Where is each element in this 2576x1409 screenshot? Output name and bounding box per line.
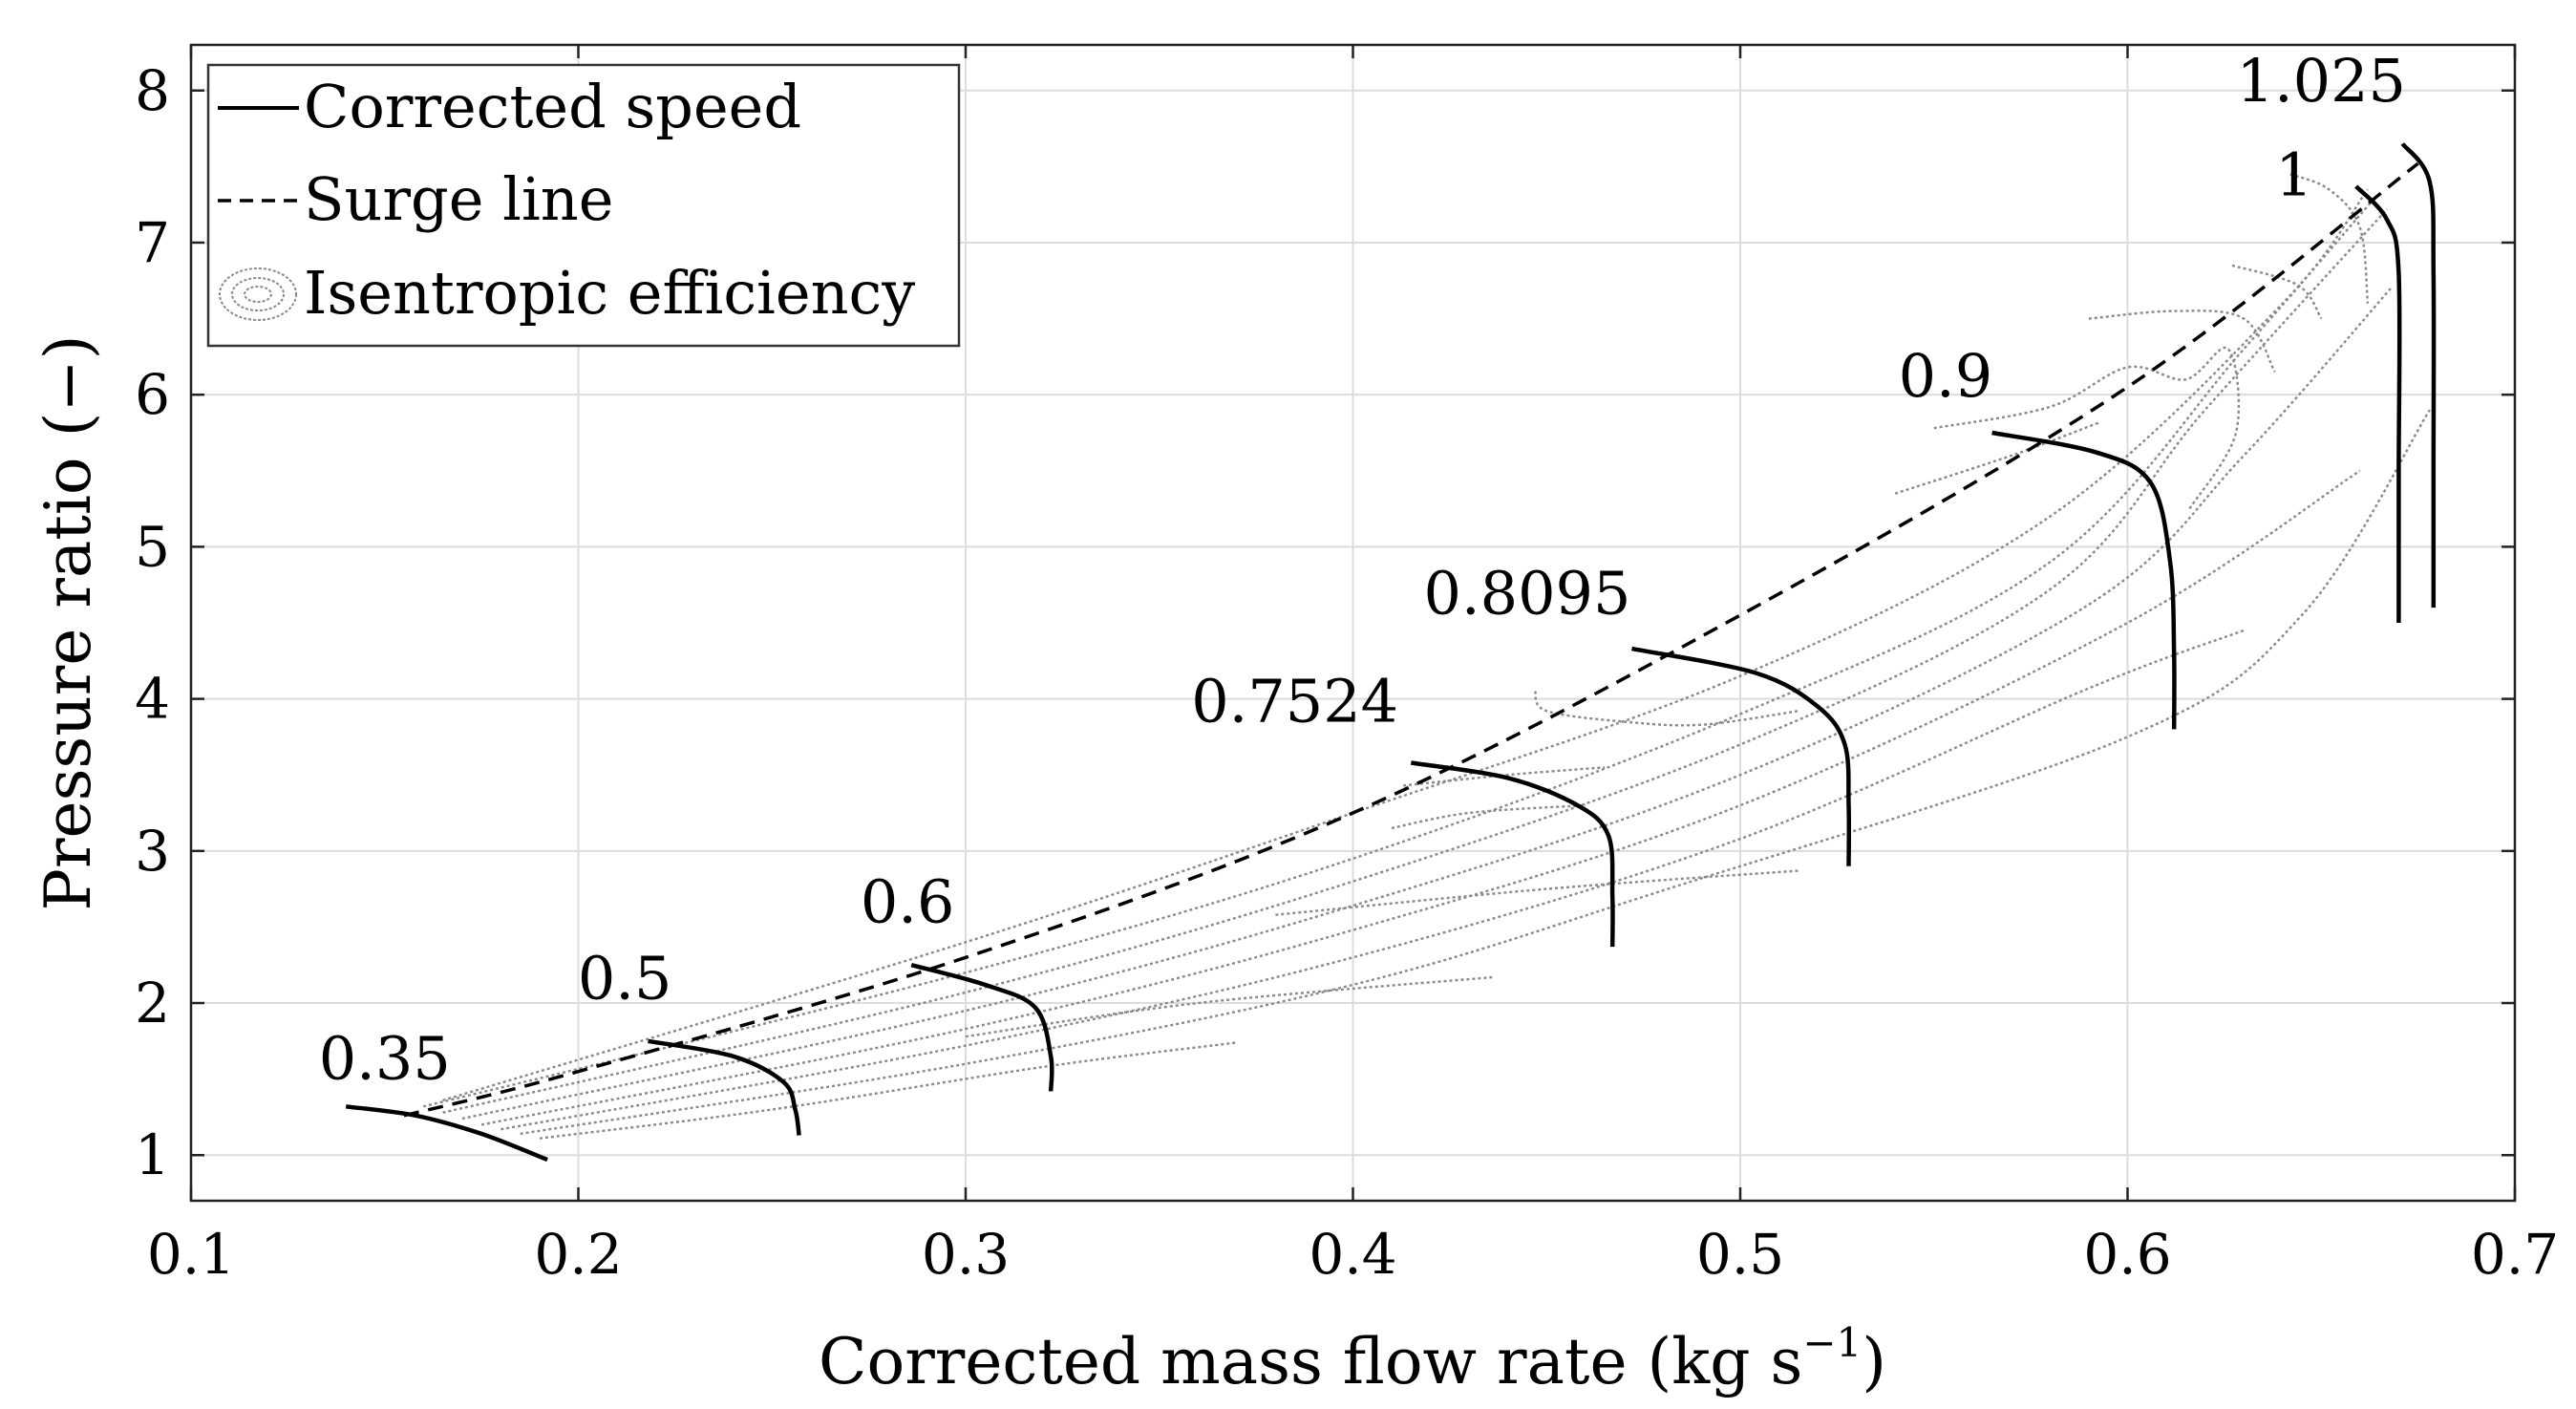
surge-line-group <box>403 161 2419 1118</box>
efficiency-contour-line <box>1403 766 1606 787</box>
efficiency-contour-line <box>1391 803 1586 830</box>
x-tick-label: 0.7 <box>2471 1222 2559 1287</box>
efficiency-contour-line <box>2289 173 2370 304</box>
speed-label: 0.6 <box>861 867 955 937</box>
efficiency-contour-line <box>500 629 2245 1131</box>
legend-contour-icon <box>219 267 297 321</box>
speed-label: 0.9 <box>1899 341 1993 411</box>
y-tick-label: 5 <box>135 514 170 579</box>
y-tick-label: 7 <box>135 210 170 275</box>
efficiency-contour-line <box>1933 346 2241 510</box>
efficiency-contour-line <box>2231 264 2323 320</box>
speed-label: 0.5 <box>578 943 672 1013</box>
x-tick-label: 0.3 <box>922 1222 1010 1287</box>
x-tick-label: 0.2 <box>534 1222 622 1287</box>
grid <box>190 45 2516 1201</box>
y-tick-label: 8 <box>135 58 170 123</box>
efficiency-contour-line <box>1533 691 1799 727</box>
efficiency-contour-line <box>480 469 2361 1126</box>
efficiency-contour-line <box>520 409 2431 1136</box>
legend: Corrected speed Surge line Isentropic ef… <box>206 63 961 348</box>
axis-ticks: 0.1 0.2 0.3 0.4 0.5 0.6 0.7 1 2 3 4 5 6 7 8 <box>135 45 2559 1287</box>
x-tick-label: 0.1 <box>147 1222 235 1287</box>
speed-labels: 0.35 0.5 0.6 0.7524 0.8095 0.9 1 1.025 <box>319 46 2406 1094</box>
efficiency-contour-line <box>965 975 1493 1038</box>
legend-box <box>206 63 961 348</box>
speed-line-0.6 <box>910 963 1054 1092</box>
speed-line-0.9 <box>1991 430 2177 730</box>
efficiency-contour-line <box>442 188 2369 1102</box>
legend-entry-surge-line: Surge line <box>304 164 613 234</box>
speed-line-1 <box>2354 184 2402 623</box>
speed-label: 0.7524 <box>1191 666 1398 736</box>
efficiency-contour-line <box>539 1041 1238 1140</box>
x-axis-title: Corrected mass flow rate (kg s−1) <box>819 1319 1886 1398</box>
y-tick-label: 4 <box>135 667 170 732</box>
speed-line-0.7524 <box>1410 760 1615 948</box>
speed-line-0.5 <box>648 1038 801 1136</box>
y-tick-label: 1 <box>135 1122 170 1187</box>
surge-line <box>403 161 2419 1118</box>
speed-lines <box>345 142 2437 1163</box>
speed-label: 1 <box>2275 140 2312 210</box>
efficiency-contour-line <box>1275 869 1799 916</box>
speed-label: 0.35 <box>319 1024 451 1094</box>
y-tick-label: 3 <box>135 819 170 884</box>
x-tick-label: 0.6 <box>2083 1222 2171 1287</box>
y-tick-label: 2 <box>135 971 170 1035</box>
efficiency-contour-line <box>1894 420 2101 495</box>
speed-line-0.8095 <box>1631 646 1852 866</box>
y-tick-label: 6 <box>135 362 170 427</box>
efficiency-contour-line <box>2088 310 2276 373</box>
efficiency-contours <box>423 173 2431 1140</box>
speed-line-1.025 <box>2400 142 2437 608</box>
speed-label: 0.8095 <box>1423 558 1630 628</box>
x-tick-label: 0.4 <box>1309 1222 1396 1287</box>
legend-entry-isentropic-efficiency: Isentropic efficiency <box>304 258 915 328</box>
speed-label: 1.025 <box>2237 46 2407 116</box>
speed-line-0.35 <box>345 1104 548 1163</box>
legend-entry-corrected-speed: Corrected speed <box>304 72 801 141</box>
efficiency-contour-line <box>423 196 2376 1108</box>
y-axis-title: Pressure ratio (−) <box>32 335 105 911</box>
x-tick-label: 0.5 <box>1696 1222 1784 1287</box>
efficiency-contour-line <box>461 287 2393 1121</box>
